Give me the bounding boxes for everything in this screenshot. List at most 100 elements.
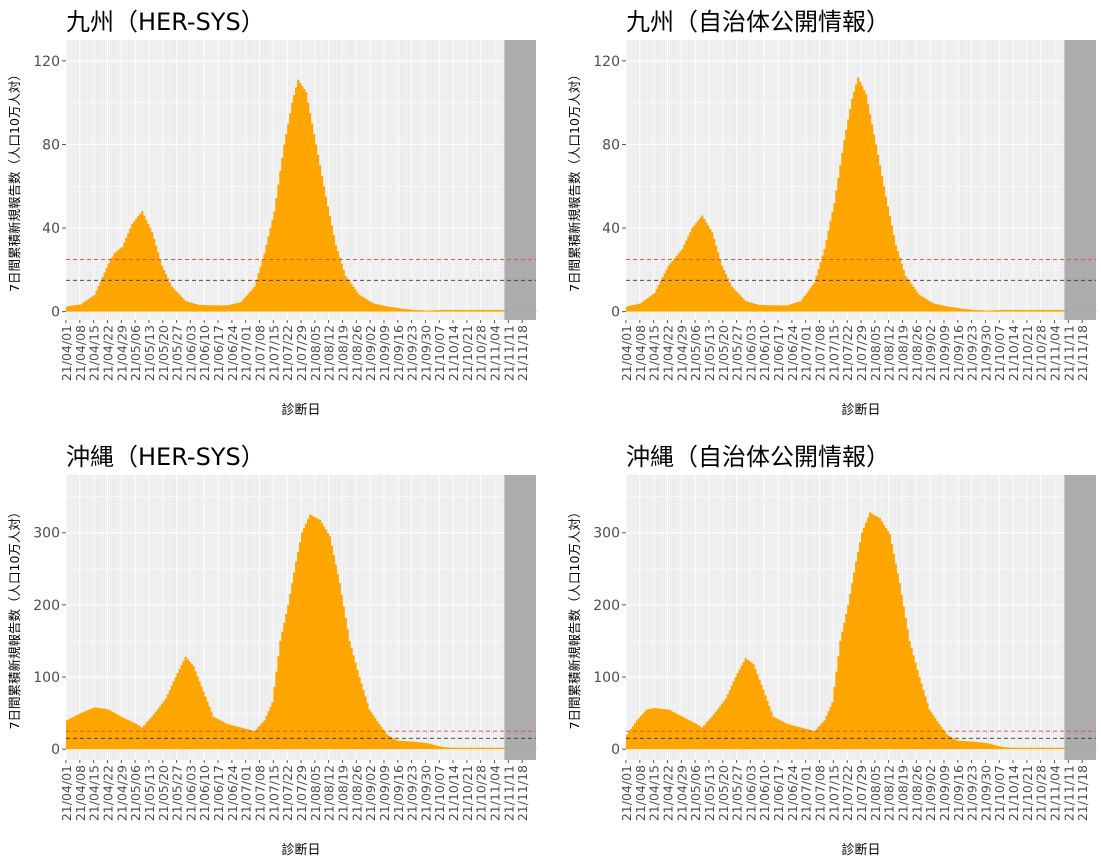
bar (403, 308, 407, 312)
bar (184, 301, 187, 312)
bar (936, 721, 939, 750)
bar (403, 741, 407, 750)
bar (328, 536, 331, 750)
x-tick-label: 21/04/15 (647, 765, 662, 821)
bar (308, 514, 312, 750)
bar (673, 712, 676, 750)
x-tick-label: 21/09/23 (405, 765, 420, 821)
bar (200, 686, 203, 750)
bar (210, 711, 213, 750)
bar (677, 253, 680, 312)
bar (647, 297, 651, 312)
bar (697, 725, 700, 750)
bar (306, 102, 310, 312)
bar (639, 303, 643, 312)
bar (732, 288, 735, 312)
bar (768, 305, 771, 312)
x-tick-label: 21/05/06 (688, 765, 703, 821)
bar (1054, 747, 1057, 750)
bar (693, 722, 696, 750)
bar (752, 664, 755, 750)
bar (876, 517, 880, 750)
bar (861, 532, 864, 750)
bar (229, 724, 233, 750)
bar (637, 718, 641, 750)
bar (182, 660, 185, 750)
bar (1030, 309, 1034, 312)
bar (301, 532, 304, 750)
y-tick-label: 200 (593, 598, 620, 614)
bar (957, 308, 961, 312)
bar (340, 594, 343, 750)
bar (945, 734, 949, 750)
bar (760, 305, 763, 312)
bar (362, 690, 365, 750)
bar (789, 724, 793, 750)
bar (756, 304, 759, 312)
x-tick-label: 21/11/04 (488, 325, 503, 381)
bar (439, 746, 442, 750)
bar (293, 572, 296, 750)
bar (141, 211, 144, 312)
bar (245, 295, 249, 312)
bar (484, 309, 487, 312)
x-tick-label: 21/06/24 (785, 765, 800, 821)
bar (164, 698, 168, 750)
bar (150, 232, 154, 312)
bar (657, 708, 660, 750)
bar (129, 721, 132, 750)
x-tick-label: 21/08/05 (308, 325, 323, 381)
x-tick-label: 21/09/02 (923, 765, 938, 821)
bar (857, 77, 860, 312)
bar (734, 290, 737, 312)
x-tick-label: 21/04/01 (619, 325, 634, 381)
bar (829, 706, 832, 750)
bar (137, 725, 140, 750)
bar (785, 305, 789, 312)
bar (77, 304, 81, 312)
bar (1040, 747, 1044, 750)
bar (314, 144, 318, 312)
bar (938, 304, 941, 312)
bar (655, 708, 658, 750)
bar (123, 718, 126, 750)
bar (453, 747, 456, 750)
bar (716, 708, 720, 750)
bar (83, 301, 87, 312)
bar (352, 286, 355, 312)
bar (358, 677, 361, 750)
bar (425, 310, 428, 312)
bar (868, 512, 872, 750)
bar (736, 673, 739, 750)
bar (231, 725, 235, 750)
bar (704, 723, 708, 750)
bar (243, 297, 247, 312)
bar (724, 274, 728, 312)
bar (1042, 747, 1046, 750)
bar (957, 740, 961, 750)
bar (87, 298, 91, 312)
bar (669, 710, 672, 750)
bar (391, 307, 395, 312)
bar (484, 747, 487, 750)
bar (257, 273, 260, 312)
bar (383, 732, 387, 750)
bar (920, 683, 923, 750)
bar (981, 742, 984, 750)
bar (95, 707, 98, 750)
bar (1022, 309, 1026, 312)
bar (645, 709, 649, 750)
bar (823, 720, 826, 750)
bar (793, 302, 797, 312)
bar (73, 716, 77, 750)
bar (918, 677, 921, 750)
bar (815, 728, 818, 750)
bar (204, 305, 207, 312)
bar (433, 310, 436, 312)
bar (176, 672, 179, 750)
bar (916, 669, 919, 750)
bar (433, 744, 436, 750)
bar (271, 219, 274, 312)
bar (271, 702, 274, 750)
